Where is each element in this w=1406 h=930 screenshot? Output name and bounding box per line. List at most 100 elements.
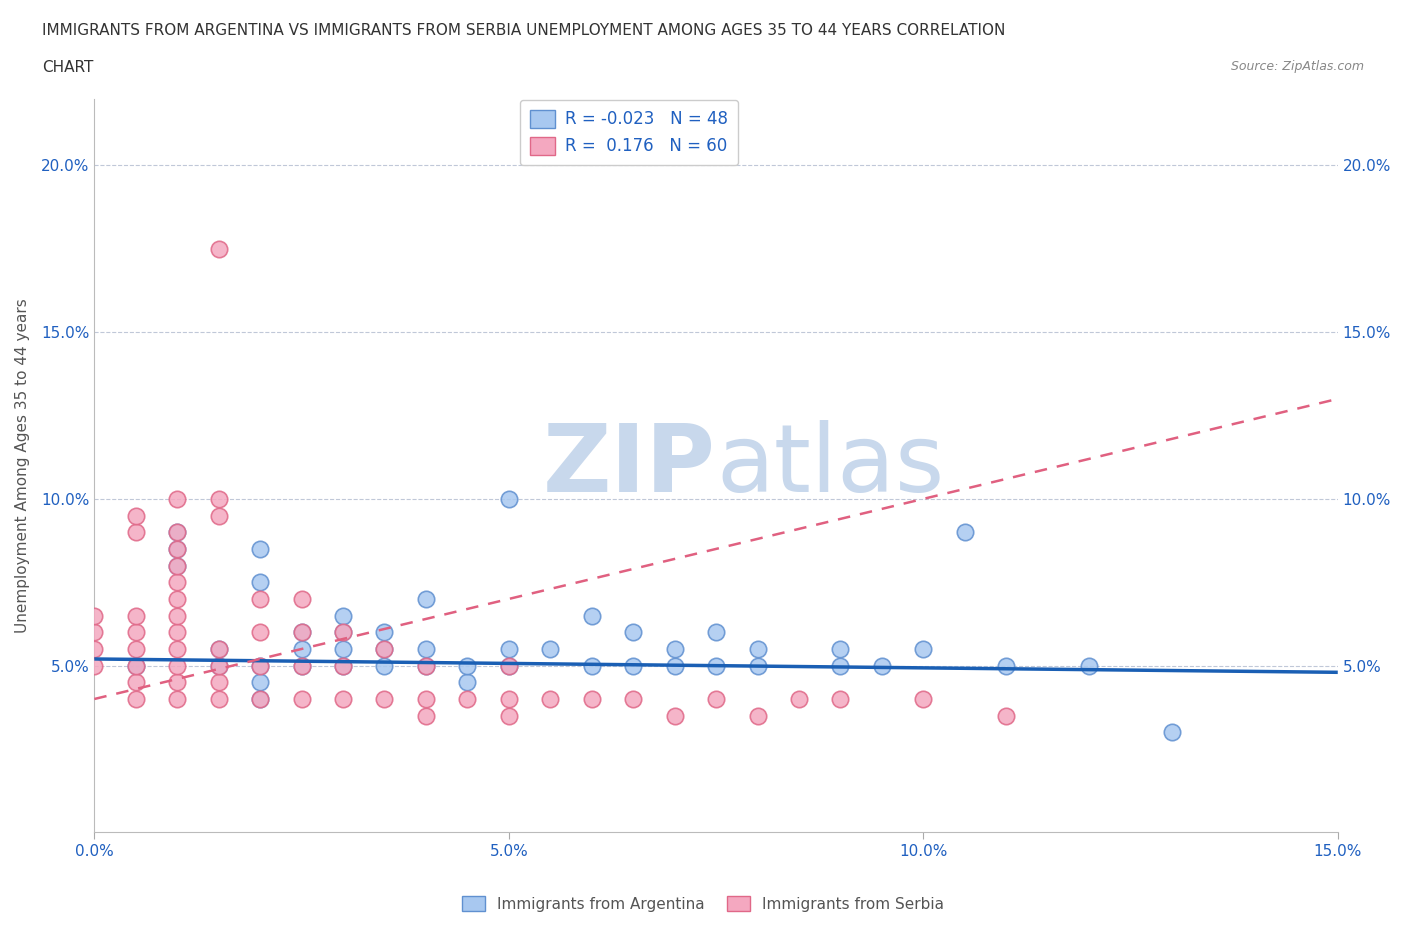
Point (373, 642, 395, 657)
Point (332, 625, 354, 640)
Point (538, 642, 561, 657)
Point (249, 675, 271, 690)
Point (166, 692, 188, 707)
Point (415, 642, 437, 657)
Point (621, 625, 644, 640)
Point (83, 608, 105, 623)
Point (830, 658, 852, 673)
Point (332, 642, 354, 657)
Point (498, 709, 520, 724)
Legend: Immigrants from Argentina, Immigrants from Serbia: Immigrants from Argentina, Immigrants fr… (456, 889, 950, 918)
Point (581, 658, 603, 673)
Point (290, 658, 312, 673)
Point (664, 642, 686, 657)
Text: IMMIGRANTS FROM ARGENTINA VS IMMIGRANTS FROM SERBIA UNEMPLOYMENT AMONG AGES 35 T: IMMIGRANTS FROM ARGENTINA VS IMMIGRANTS … (42, 23, 1005, 38)
Point (83, 625, 105, 640)
Point (290, 692, 312, 707)
Point (912, 642, 935, 657)
Point (621, 658, 644, 673)
Point (953, 525, 976, 539)
Point (995, 709, 1018, 724)
Point (498, 658, 520, 673)
Point (290, 658, 312, 673)
Point (208, 241, 231, 256)
Legend: R = -0.023   N = 48, R =  0.176   N = 60: R = -0.023 N = 48, R = 0.176 N = 60 (520, 100, 738, 166)
Point (166, 491, 188, 506)
Point (995, 658, 1018, 673)
Point (125, 625, 148, 640)
Point (208, 675, 231, 690)
Point (249, 625, 271, 640)
Point (664, 658, 686, 673)
Point (704, 692, 727, 707)
Point (166, 541, 188, 556)
Point (1161, 724, 1184, 739)
Point (332, 658, 354, 673)
Point (125, 658, 148, 673)
Point (373, 658, 395, 673)
Point (415, 658, 437, 673)
Point (249, 692, 271, 707)
Point (581, 608, 603, 623)
Point (249, 541, 271, 556)
Point (912, 692, 935, 707)
Point (208, 508, 231, 523)
Point (249, 591, 271, 606)
Point (498, 642, 520, 657)
Point (166, 541, 188, 556)
Point (704, 658, 727, 673)
Point (249, 658, 271, 673)
Point (83, 658, 105, 673)
Point (166, 675, 188, 690)
Point (498, 658, 520, 673)
Text: ZIP: ZIP (543, 419, 716, 512)
Point (704, 625, 727, 640)
Point (581, 692, 603, 707)
Point (208, 658, 231, 673)
Point (332, 625, 354, 640)
Point (415, 591, 437, 606)
Point (538, 692, 561, 707)
Point (747, 642, 769, 657)
Text: atlas: atlas (716, 419, 945, 512)
Point (290, 625, 312, 640)
Point (166, 575, 188, 590)
Point (166, 608, 188, 623)
Point (498, 491, 520, 506)
Point (125, 658, 148, 673)
Point (787, 692, 810, 707)
Point (456, 692, 478, 707)
Point (332, 608, 354, 623)
Point (125, 508, 148, 523)
Point (621, 692, 644, 707)
Point (125, 675, 148, 690)
Point (166, 658, 188, 673)
Point (498, 692, 520, 707)
Point (166, 525, 188, 539)
Point (747, 658, 769, 673)
Point (830, 642, 852, 657)
Point (166, 625, 188, 640)
Point (249, 658, 271, 673)
Point (1078, 658, 1101, 673)
Point (83, 642, 105, 657)
Point (290, 642, 312, 657)
Point (373, 642, 395, 657)
Point (166, 558, 188, 573)
Point (249, 692, 271, 707)
Point (125, 642, 148, 657)
Point (125, 608, 148, 623)
Point (166, 525, 188, 539)
Point (290, 591, 312, 606)
Point (373, 625, 395, 640)
Point (870, 658, 893, 673)
Text: CHART: CHART (42, 60, 94, 75)
Point (208, 658, 231, 673)
Point (208, 692, 231, 707)
Point (456, 658, 478, 673)
Point (456, 675, 478, 690)
Point (290, 625, 312, 640)
Point (332, 658, 354, 673)
Point (166, 642, 188, 657)
Text: Source: ZipAtlas.com: Source: ZipAtlas.com (1230, 60, 1364, 73)
